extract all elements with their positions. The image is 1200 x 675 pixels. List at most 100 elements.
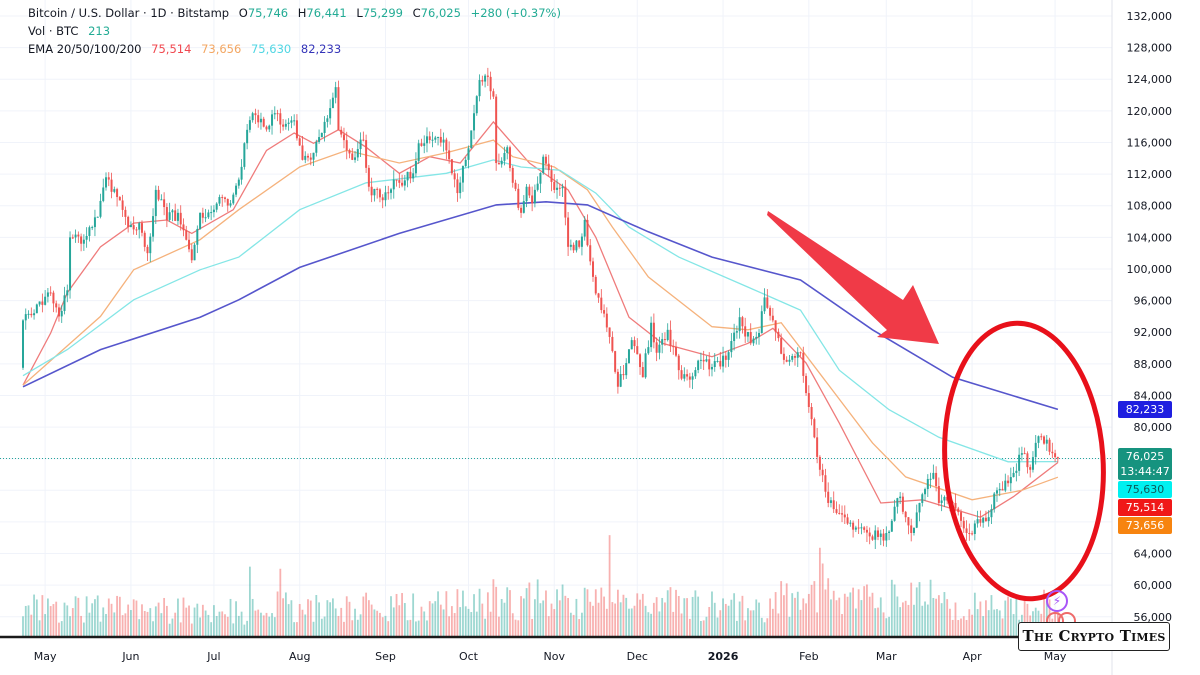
candle-body xyxy=(752,338,755,344)
volume-bar xyxy=(979,601,982,637)
candle-body xyxy=(434,137,437,140)
price-tick-label: 116,000 xyxy=(1127,136,1173,149)
candle-body xyxy=(1009,477,1012,484)
candle-body xyxy=(445,139,448,151)
price-tick-label: 64,000 xyxy=(1134,548,1173,561)
volume-bar xyxy=(744,620,747,637)
volume-bar xyxy=(688,618,691,637)
volume-bar xyxy=(345,596,348,637)
candle-body xyxy=(367,167,370,187)
volume-bar xyxy=(204,610,207,637)
candle-body xyxy=(135,229,138,231)
volume-bar xyxy=(320,618,323,637)
candle-body xyxy=(810,407,813,420)
volume-bar xyxy=(464,606,467,637)
candle-body xyxy=(171,210,174,213)
volume-bar xyxy=(221,611,224,637)
lightning-icon[interactable]: ⚡ xyxy=(1046,590,1068,612)
candle-body xyxy=(641,367,644,378)
candle-body xyxy=(268,125,271,130)
candle-body xyxy=(971,533,974,535)
volume-bar xyxy=(478,588,481,637)
candle-body xyxy=(608,327,611,337)
candle-body xyxy=(647,347,650,354)
candle-body xyxy=(271,114,274,126)
candle-body xyxy=(320,132,323,138)
candle-body xyxy=(522,201,525,213)
volume-bar xyxy=(41,595,44,637)
candle-body xyxy=(210,212,213,214)
candle-body xyxy=(251,113,254,121)
price-tick-label: 132,000 xyxy=(1127,10,1173,23)
candle-body xyxy=(572,244,575,251)
candle-body xyxy=(74,234,77,238)
candle-body xyxy=(307,155,310,158)
candle-body xyxy=(705,359,708,362)
candle-body xyxy=(484,75,487,82)
candle-body xyxy=(730,341,733,353)
candle-body xyxy=(722,355,725,367)
candle-body xyxy=(218,197,221,204)
candle-body xyxy=(467,148,470,160)
candle-body xyxy=(414,160,417,174)
candle-body xyxy=(1034,442,1037,458)
candle-body xyxy=(326,118,329,122)
candle-body xyxy=(71,237,74,239)
candle-body xyxy=(196,228,199,245)
volume-bar xyxy=(686,598,688,637)
price-axis[interactable]: 132,000 128,000 124,000 120,000 116,000 112,0… xyxy=(1127,10,1173,624)
volume-bar xyxy=(716,617,719,637)
volume-bar xyxy=(58,622,60,637)
volume-bar xyxy=(124,613,127,637)
candle-body xyxy=(1054,453,1057,458)
volume-bar xyxy=(412,593,415,637)
candle-body xyxy=(564,186,567,218)
candle-body xyxy=(719,360,722,367)
volume-bar xyxy=(545,590,547,637)
candle-body xyxy=(567,217,570,247)
volume-bar xyxy=(575,598,578,637)
candle-body xyxy=(990,509,993,518)
volume-bar xyxy=(121,615,124,637)
candle-body xyxy=(644,353,647,378)
price-tick-label: 104,000 xyxy=(1127,231,1173,244)
volume-legend[interactable]: Vol · BTC 213 xyxy=(28,24,116,38)
candle-body xyxy=(235,185,238,195)
candle-body xyxy=(423,143,426,146)
ema-legend[interactable]: EMA 20/50/100/200 75,514 73,656 75,630 8… xyxy=(28,42,347,56)
volume-bar xyxy=(428,601,431,637)
ema100-value: 75,630 xyxy=(250,42,292,56)
price-tick-label: 108,000 xyxy=(1127,200,1173,213)
candle-body xyxy=(841,513,844,515)
volume-bar xyxy=(796,591,799,637)
candle-body xyxy=(22,320,24,368)
candle-body xyxy=(179,212,182,225)
candle-body xyxy=(738,317,741,332)
volume-bar xyxy=(998,610,1001,637)
volume-bar xyxy=(439,604,442,637)
candle-body xyxy=(777,331,780,339)
volume-bar xyxy=(586,589,589,637)
candle-body xyxy=(514,182,517,189)
candle-body xyxy=(661,339,664,345)
candle-body xyxy=(143,232,146,247)
volume-bar xyxy=(722,598,724,637)
volume-bar xyxy=(996,609,998,637)
candle-body xyxy=(960,512,963,521)
candle-body xyxy=(597,293,600,298)
volume-bar xyxy=(33,594,35,637)
volume-bar xyxy=(926,604,929,637)
candle-body xyxy=(995,490,998,494)
candle-body xyxy=(478,80,481,97)
volume-bar xyxy=(179,622,182,637)
volume-bar xyxy=(392,607,395,637)
volume-bar xyxy=(835,600,838,637)
candle-body xyxy=(41,301,44,305)
volume-bar xyxy=(268,616,271,637)
volume-bar xyxy=(531,618,534,637)
time-axis[interactable]: May Jun Jul Aug Sep Oct Nov Dec 2026 Feb Mar Apr May xyxy=(34,650,1067,663)
volume-bar xyxy=(666,590,669,637)
volume-bar xyxy=(987,610,990,637)
candle-body xyxy=(531,195,534,204)
